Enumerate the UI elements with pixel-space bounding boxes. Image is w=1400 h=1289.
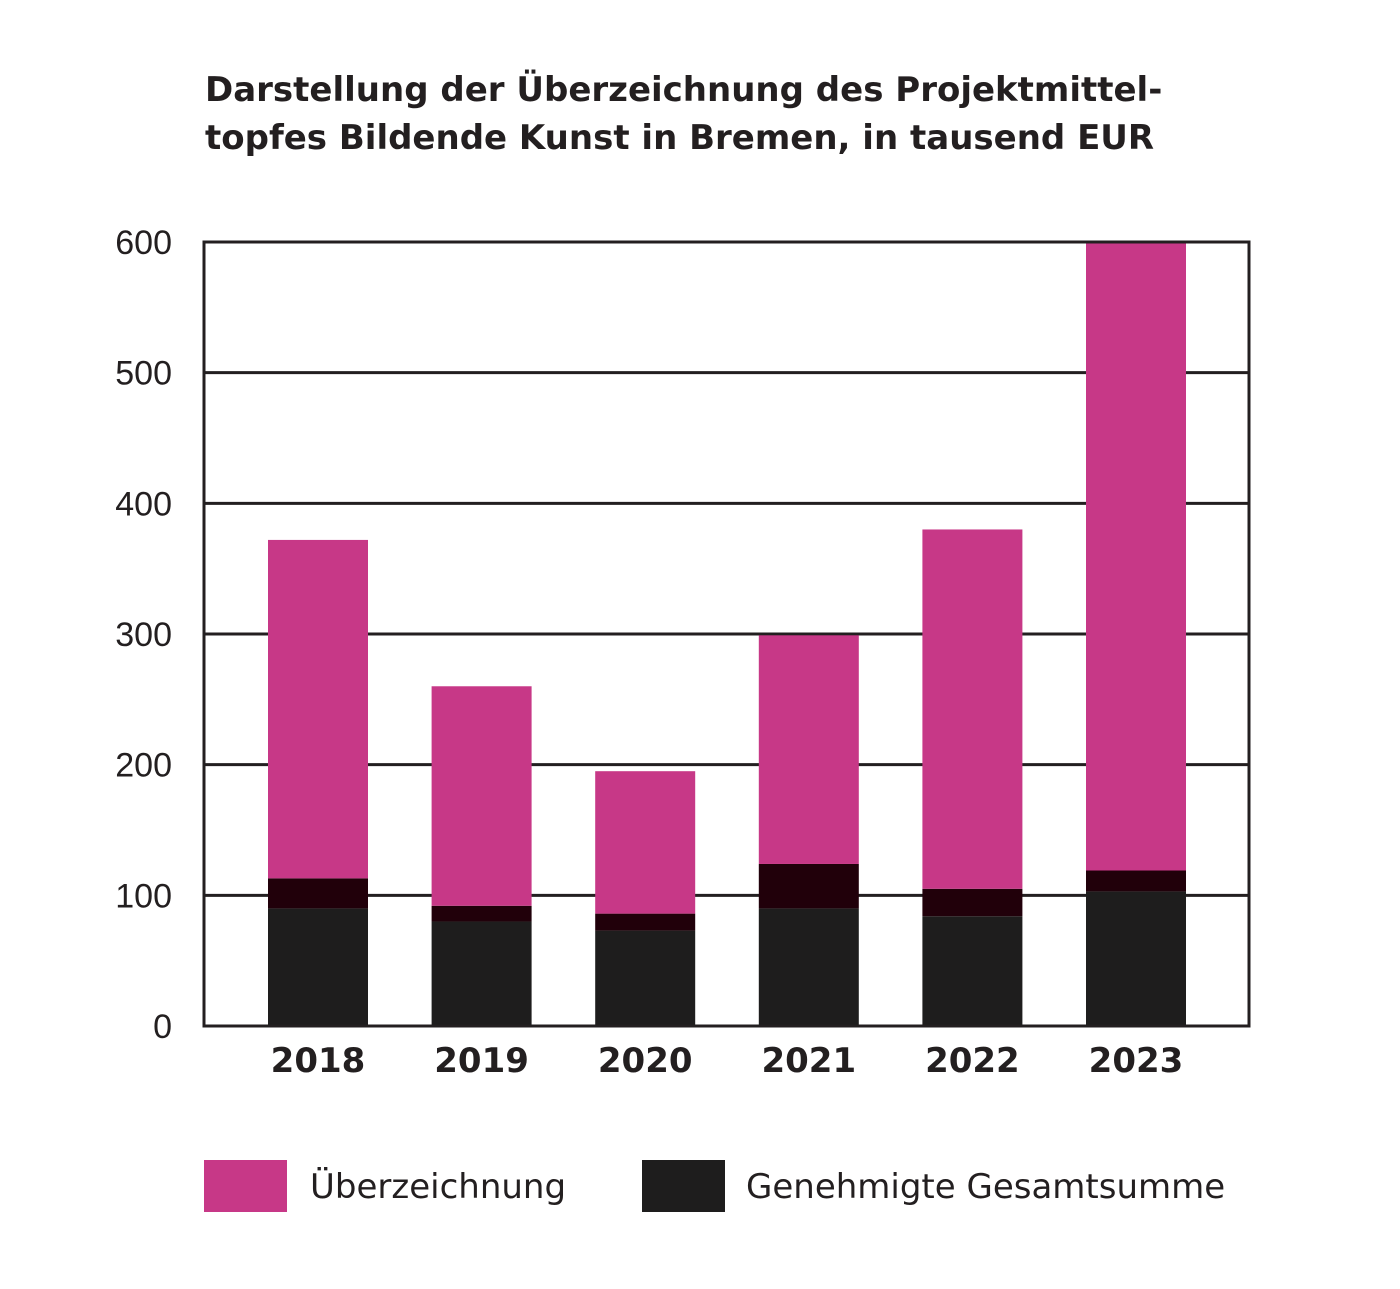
y-tick-label: 600 (115, 224, 172, 262)
bars (268, 243, 1186, 1026)
x-tick-label: 2019 (434, 1041, 529, 1081)
bar-genehmigt-top-2023 (1086, 870, 1186, 892)
grid-lines (204, 371, 1249, 897)
y-axis-ticks: 0 100 200 300 400 500 600 (115, 224, 172, 1046)
bar-genehmigt-top-2021 (758, 863, 859, 909)
chart-title-line-1: Darstellung der Überzeichnung des Projek… (205, 70, 1163, 110)
chart-title: Darstellung der Überzeichnung des Projek… (205, 66, 1305, 162)
bar-genehmigt-top-2019 (431, 905, 532, 922)
bar-ueberzeichnung-2020 (595, 771, 696, 914)
bar-genehmigt-top-2020 (595, 913, 696, 931)
bar-genehmigt-top-2018 (268, 878, 368, 909)
y-tick-label: 500 (115, 355, 172, 393)
bar-genehmigt-2020 (595, 930, 696, 1026)
chart-title-line-2: topfes Bildende Kunst in Bremen, in taus… (205, 118, 1155, 158)
bar-ueberzeichnung-2021 (758, 635, 859, 864)
x-tick-label: 2023 (1089, 1041, 1184, 1081)
legend-swatch-ueberzeichnung (204, 1160, 287, 1212)
y-tick-label: 400 (115, 485, 172, 523)
bar-genehmigt-2022 (922, 916, 1023, 1026)
bar-ueberzeichnung-2022 (922, 529, 1023, 889)
x-tick-label: 2020 (598, 1041, 693, 1081)
y-tick-label: 100 (115, 877, 172, 915)
legend: Überzeichnung Genehmigte Gesamtsumme (204, 1160, 1225, 1212)
y-tick-label: 200 (115, 747, 172, 785)
bar-genehmigt-2019 (431, 921, 532, 1026)
bar-genehmigt-2018 (268, 908, 368, 1026)
x-axis-ticks: 2018 2019 2020 2021 2022 2023 (271, 1041, 1184, 1081)
y-tick-label: 0 (153, 1008, 172, 1046)
bar-ueberzeichnung-2023 (1086, 243, 1186, 871)
bar-ueberzeichnung-2018 (268, 539, 368, 879)
plot-frame (202, 240, 1251, 1028)
y-tick-label: 300 (115, 616, 172, 654)
bar-genehmigt-2021 (758, 908, 859, 1026)
legend-label-ueberzeichnung: Überzeichnung (310, 1166, 566, 1207)
x-tick-label: 2018 (271, 1041, 366, 1081)
bar-ueberzeichnung-2019 (431, 686, 532, 906)
legend-swatch-genehmigt (642, 1160, 725, 1212)
bar-genehmigt-top-2022 (922, 888, 1023, 917)
bar-genehmigt-2023 (1086, 891, 1186, 1026)
x-tick-label: 2022 (925, 1041, 1020, 1081)
legend-label-genehmigt: Genehmigte Gesamtsumme (746, 1167, 1225, 1207)
x-tick-label: 2021 (761, 1041, 856, 1081)
